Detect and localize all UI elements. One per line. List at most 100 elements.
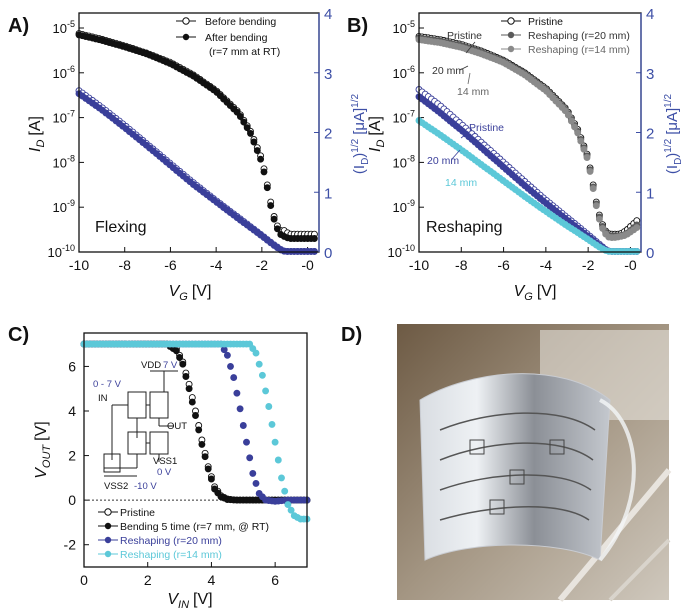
data-point: [278, 474, 285, 482]
circuit-vss1-value: 0 V: [157, 467, 172, 478]
data-point: [236, 405, 244, 413]
axis-unit: [μA]: [351, 108, 368, 135]
data-point: [281, 487, 289, 495]
panel-a-label: A): [8, 15, 29, 37]
y2-tick-label: 1: [324, 185, 332, 202]
device-pad: [469, 439, 485, 455]
y2-tick-label: 0: [646, 245, 654, 262]
data-point: [243, 124, 251, 132]
panel-a: A) -10 -8 -6 -4 -2 -010-1010-910-810-710-610-…: [8, 6, 371, 303]
data-point: [580, 145, 588, 153]
axis-sup: 1/2: [350, 138, 361, 152]
data-point: [192, 412, 199, 419]
panel-c-xlabel: VIN [V]: [167, 591, 212, 611]
y-tick-label: 10-8: [393, 153, 415, 170]
circuit-row: [439, 474, 592, 491]
axis-post: ): [664, 153, 681, 158]
y-tick-label: 10-7: [393, 109, 415, 126]
axis-unit: [V]: [193, 591, 213, 608]
axis-pre: (I: [664, 165, 681, 174]
panel-a-xlabel: VG [V]: [169, 283, 212, 303]
panel-a-legend-after: After bending: [205, 32, 268, 44]
axis-unit: [V]: [537, 283, 557, 300]
panel-c-label: C): [8, 324, 29, 346]
data-point: [599, 224, 607, 232]
axis-unit: [V]: [192, 283, 212, 300]
circuit-vss1: VSS1: [153, 456, 177, 467]
device-pad: [509, 469, 525, 485]
transistor-t2: [149, 391, 169, 419]
legend-marker-filled: [507, 45, 515, 53]
panel-c-legend-r20: Reshaping (r=20 mm): [120, 535, 222, 547]
panel-a-ylabel: ID [A]: [27, 116, 47, 152]
data-point: [287, 506, 295, 514]
axis-sub: D: [360, 158, 371, 165]
panel-a-note: Flexing: [95, 219, 147, 236]
legend-marker-filled: [104, 522, 112, 530]
flexible-film: [419, 373, 611, 561]
axis-ticks: -10 -8 -6 -4 -2 -0 10-10 10-9 10-8 10-7 10-6 10-5 0 1…: [48, 6, 333, 273]
data-point: [260, 168, 268, 176]
data-point: [258, 371, 266, 379]
panel-c-legend: Pristine Bending 5 time (r=7 mm, @ RT) R…: [98, 507, 269, 561]
axis-ticks: -10 -8 -6 -4 -2 -0 10-10 10-9 10-8 10-7 10-6 10-5 0 1…: [388, 6, 655, 273]
panel-b: B) -10 -8 -6 -4 -2 -010-1010-910-810-710-610-…: [347, 6, 681, 303]
panel-c-plot: 0 2 4 6 -2 0 2 4 6: [64, 340, 311, 588]
legend-marker-filled: [104, 536, 112, 544]
axis-unit: [V]: [33, 421, 50, 441]
panel-b-xlabel: VG [V]: [514, 283, 557, 303]
axis-sub: G: [179, 291, 188, 303]
device-pad: [489, 499, 505, 515]
axis-var: V: [167, 591, 179, 608]
axis-sup: 1/2: [663, 138, 674, 152]
legend-marker-filled: [507, 31, 515, 39]
axis-unit: [μA]: [664, 108, 681, 135]
series: [75, 31, 318, 242]
data-point: [252, 349, 260, 357]
axis-unit: [A]: [27, 116, 44, 136]
data-point: [207, 475, 215, 483]
axis-pre: (I: [351, 165, 368, 174]
y2-tick-label: 3: [324, 66, 332, 83]
series: [415, 32, 641, 238]
axis-var: V: [514, 283, 526, 300]
data-point: [227, 362, 234, 370]
legend-marker-filled: [182, 33, 190, 41]
y-tick-label: 10-6: [53, 64, 75, 81]
annotation-20mm-black: 20 mm: [432, 65, 464, 77]
x-tick-label: -10: [409, 257, 429, 273]
panel-c: C) 0 2 4 6 -2 0 2 4 6 VDD 7 V 0 - 7 V IN: [8, 324, 311, 611]
data-point: [589, 185, 597, 193]
data-point: [249, 469, 257, 477]
data-point: [284, 501, 292, 509]
y2-tick-label: 1: [646, 185, 654, 202]
axis-sup: 1/2: [663, 93, 674, 107]
data-point: [574, 129, 582, 137]
y2-tick-label: 4: [324, 6, 332, 23]
data-point: [265, 403, 273, 410]
axis-sub: D: [35, 140, 47, 148]
data-point: [247, 129, 254, 137]
annotation-pristine-black: Pristine: [447, 30, 482, 42]
panel-a-legend-condition: (r=7 mm at RT): [209, 46, 280, 58]
series: [415, 36, 641, 242]
circuit-vdd-value: 7 V: [163, 360, 178, 371]
panel-c-legend-bending: Bending 5 time (r=7 mm, @ RT): [120, 521, 269, 533]
axis-var: I: [367, 147, 384, 152]
panel-b-ylabel: ID [A]: [367, 116, 387, 152]
data-point: [172, 347, 180, 355]
device-pad: [549, 439, 565, 455]
y-tick-label: -2: [64, 537, 77, 553]
data-point: [592, 202, 600, 210]
circuit-in: IN: [98, 393, 108, 404]
y2-tick-label: 3: [646, 66, 654, 83]
panel-d: D): [341, 324, 672, 602]
data-point: [571, 123, 579, 131]
data-point: [201, 453, 209, 461]
data-point: [195, 426, 203, 434]
axis-sup: 1/2: [350, 93, 361, 107]
panel-a-frame: [78, 12, 320, 253]
series: [75, 30, 318, 238]
transistor-t1: [127, 391, 147, 419]
circuit-row: [439, 506, 590, 521]
